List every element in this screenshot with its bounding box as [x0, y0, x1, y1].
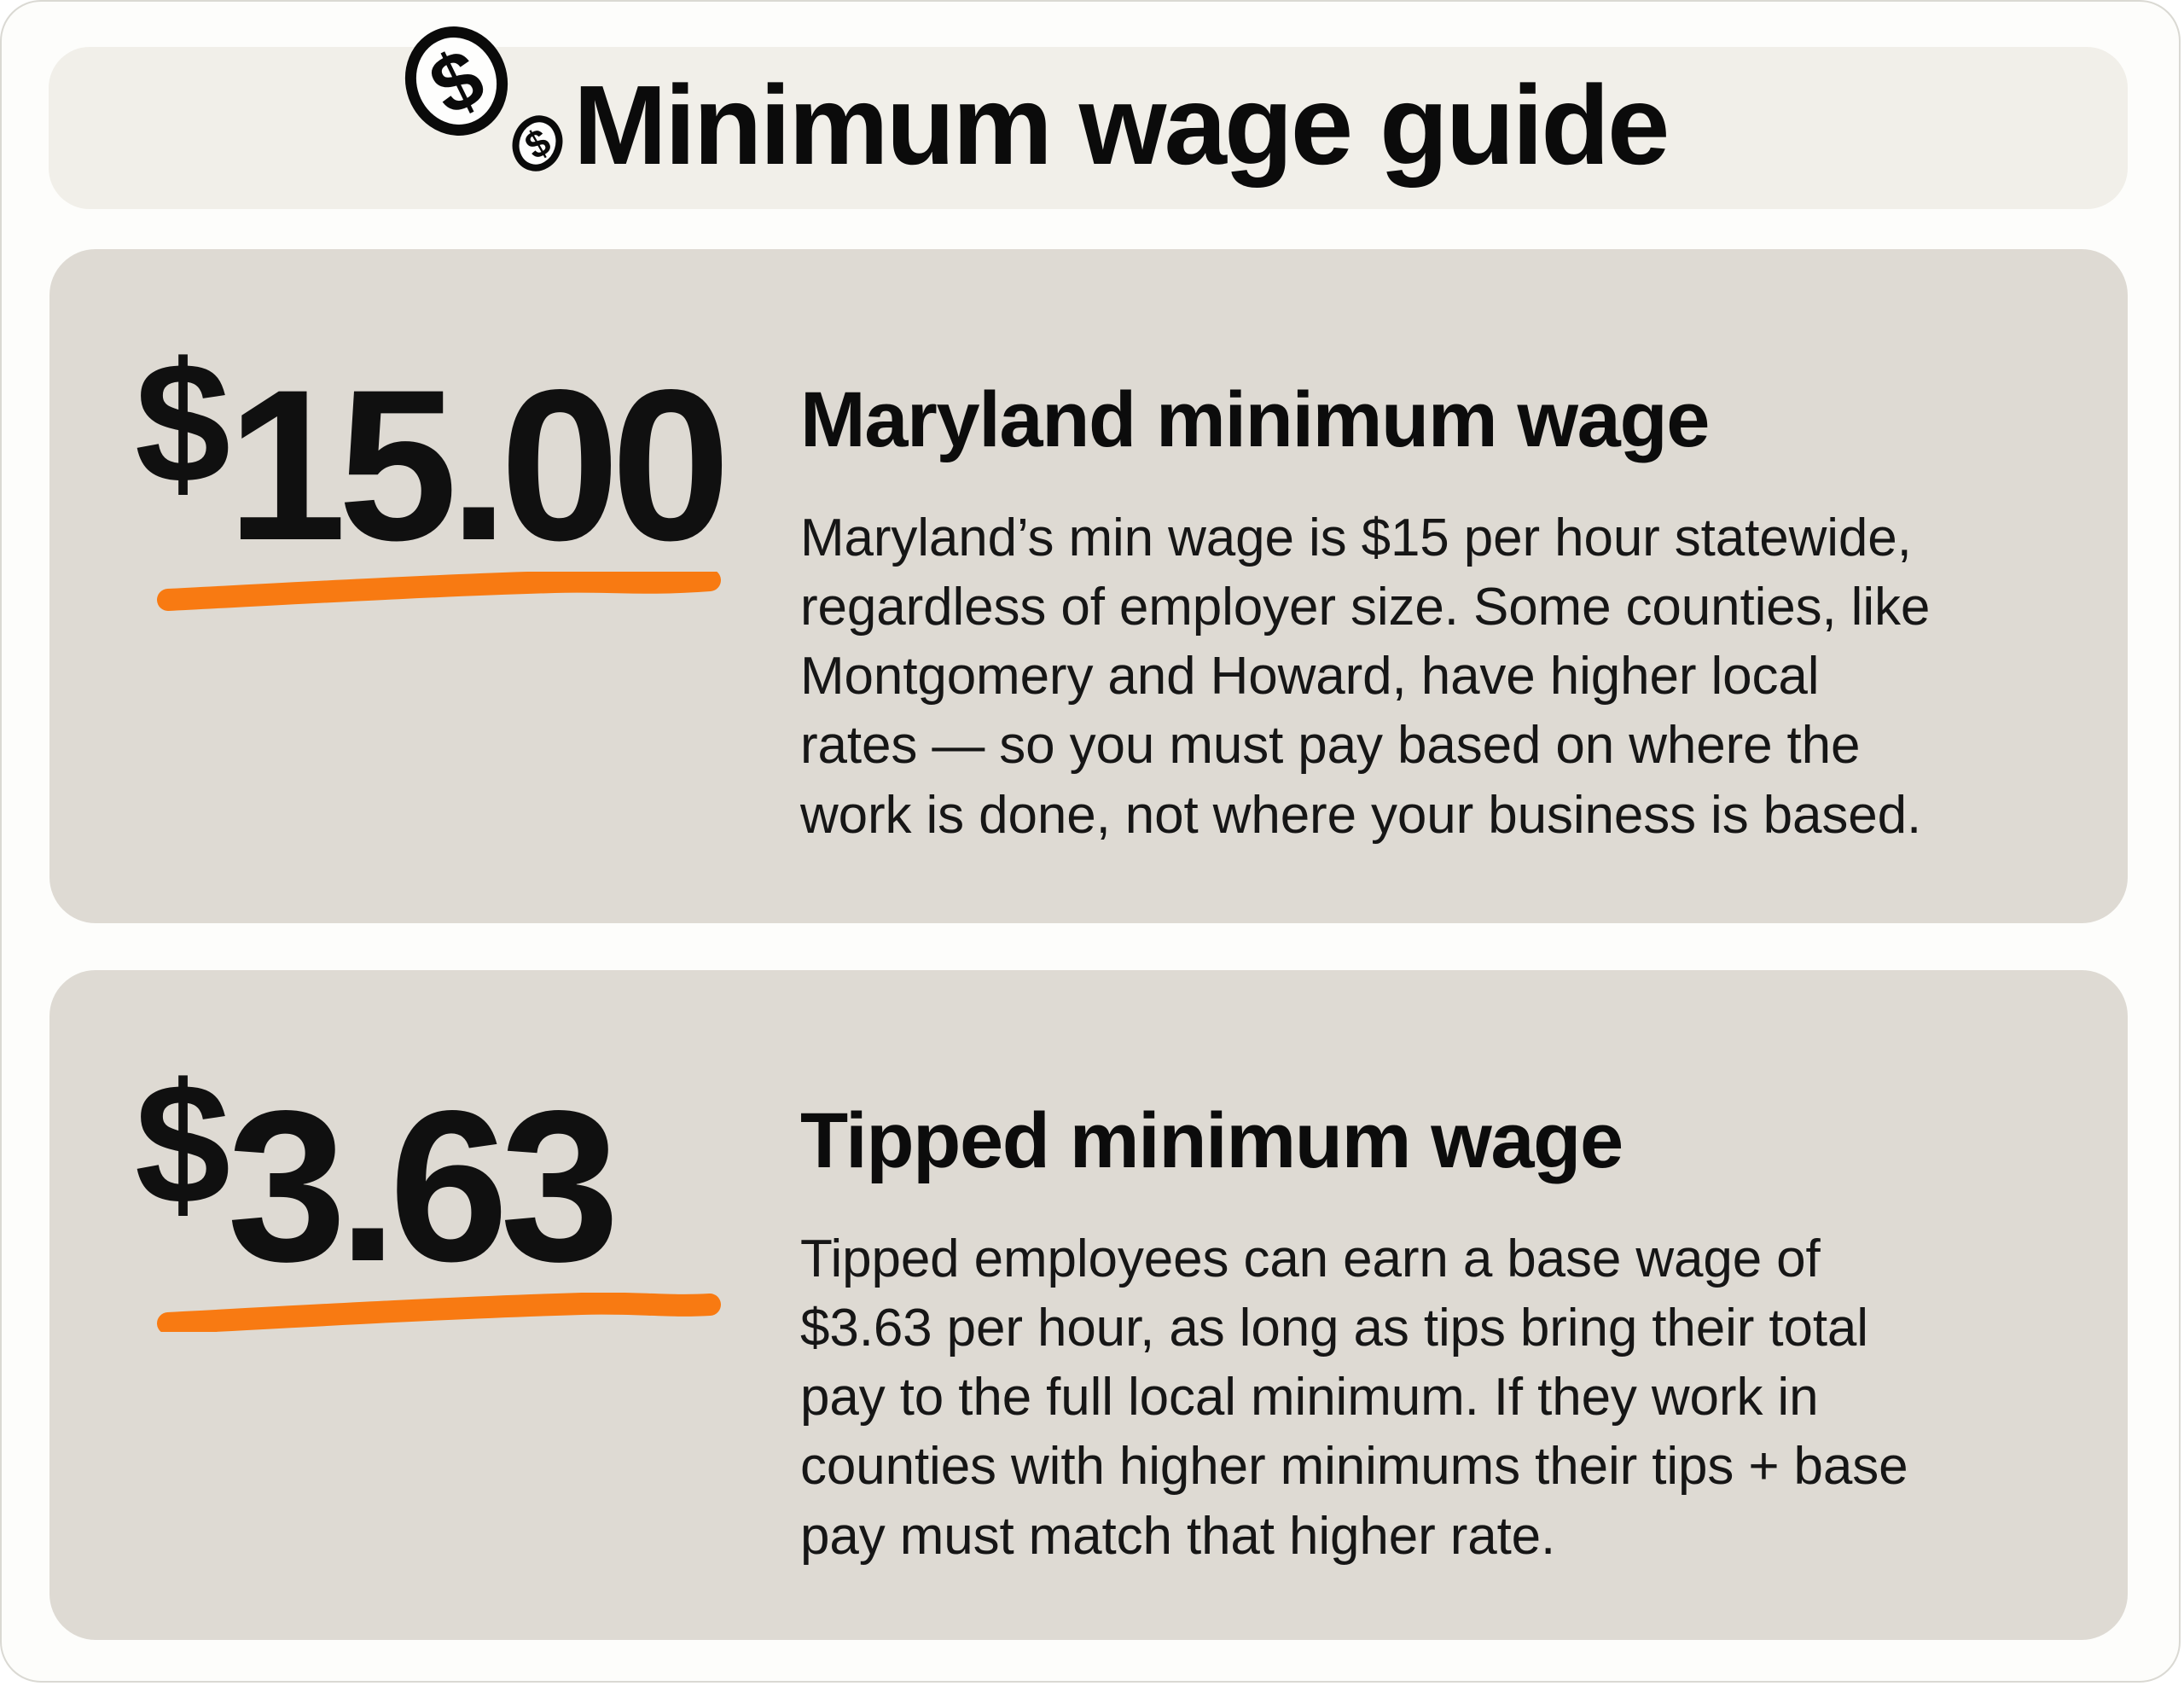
header-bar: $ $ Minimum wage guide [49, 26, 2128, 209]
orange-underline-icon [157, 1293, 721, 1332]
amount-block: $3.63 [49, 970, 800, 1640]
text-block: Tipped minimum wage Tipped employees can… [800, 970, 2128, 1640]
card-maryland-minimum-wage: $15.00 Maryland minimum wage Maryland’s … [49, 249, 2128, 923]
orange-underline-icon [157, 572, 721, 611]
amount-value: $15.00 [135, 337, 800, 573]
card-tipped-minimum-wage: $3.63 Tipped minimum wage Tipped employe… [49, 970, 2128, 1640]
amount-block: $15.00 [49, 249, 800, 923]
text-block: Maryland minimum wage Maryland’s min wag… [800, 249, 2128, 923]
card-title: Tipped minimum wage [800, 1097, 1623, 1184]
currency-symbol: $ [135, 1047, 230, 1241]
dollar-coin-small [512, 115, 563, 172]
amount-value: $3.63 [135, 1058, 800, 1294]
card-body: Maryland’s min wage is $15 per hour stat… [800, 508, 1931, 845]
page-title: Minimum wage guide [573, 62, 1670, 188]
amount-number: 15.00 [227, 346, 730, 585]
card-title: Maryland minimum wage [800, 376, 1710, 463]
dollar-coin-large [404, 26, 508, 136]
currency-symbol: $ [135, 326, 230, 520]
dollar-coins-icon: $ $ [404, 26, 563, 172]
amount-number: 3.63 [227, 1067, 619, 1306]
card-body: Tipped employees can earn a base wage of… [800, 1229, 1908, 1566]
